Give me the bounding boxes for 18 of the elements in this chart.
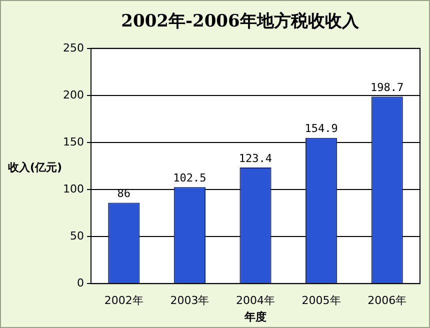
data-label: 154.9 <box>304 122 338 136</box>
x-tick-label: 2003年 <box>170 294 210 308</box>
y-axis-title: 收入(亿元) <box>8 160 62 174</box>
x-tick-label: 2006年 <box>368 294 407 308</box>
x-tick-label: 2004年 <box>236 294 275 308</box>
data-label: 123.4 <box>238 152 272 165</box>
data-label: 198.7 <box>370 81 404 94</box>
y-tick-label: 250 <box>62 41 84 54</box>
y-tick-label: 50 <box>70 229 84 242</box>
x-tick-label: 2005年 <box>302 294 341 308</box>
x-tick-label: 2002年 <box>104 294 144 308</box>
y-tick-label: 0 <box>76 276 84 290</box>
x-axis-title: 年度 <box>244 310 266 324</box>
y-tick-label: 100 <box>62 182 84 196</box>
y-tick-label: 150 <box>62 135 84 148</box>
chart-title: 2002年-2006年地方税收收入 <box>121 12 360 32</box>
data-label: 102.5 <box>173 172 206 185</box>
y-tick-label: 200 <box>62 88 84 102</box>
